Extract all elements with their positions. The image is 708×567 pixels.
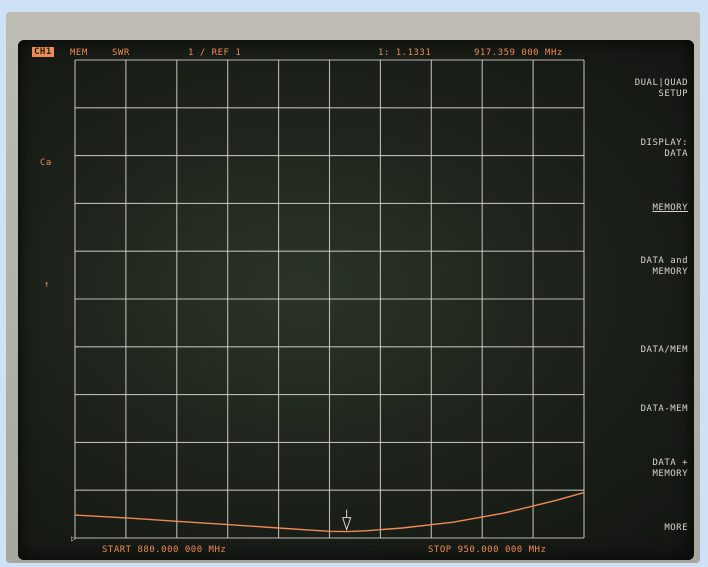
softkey-memory[interactable]: MEMORY: [652, 203, 688, 214]
softkey-more[interactable]: MORE: [664, 523, 688, 534]
softkey-line: MEMORY: [652, 267, 688, 277]
softkey-display-data[interactable]: DISPLAY: DATA: [641, 138, 688, 160]
softkey-line: DATA: [664, 149, 688, 159]
softkey-line: MEMORY: [652, 203, 688, 213]
softkey-line: MORE: [664, 523, 688, 533]
channel-indicator[interactable]: CH1: [32, 47, 54, 57]
softkey-data-and-memory[interactable]: DATA and MEMORY: [641, 256, 688, 278]
softkey-line: DISPLAY:: [640, 138, 688, 148]
softkey-data-div-mem[interactable]: DATA/MEM: [641, 345, 688, 356]
softkey-line: DUAL|QUAD: [634, 78, 688, 88]
softkey-line: SETUP: [658, 89, 688, 99]
start-frequency: START 880.000 000 MHz: [102, 545, 227, 555]
scale-ref-label: 1 / REF 1: [188, 48, 242, 58]
softkey-line: DATA/MEM: [640, 345, 688, 355]
softkey-dual-quad-setup[interactable]: DUAL|QUAD SETUP: [635, 78, 688, 100]
softkey-line: DATA and: [640, 256, 688, 266]
swr-trace: [74, 491, 585, 533]
softkey-data-plus-memory[interactable]: DATA + MEMORY: [652, 458, 688, 480]
swr-plot: ▷: [71, 59, 585, 543]
softkey-line: DATA +: [652, 458, 688, 468]
mem-indicator: MEM: [70, 48, 88, 58]
reference-marker: ▷: [71, 534, 76, 543]
softkey-data-minus-mem[interactable]: DATA-MEM: [641, 404, 688, 415]
stop-frequency: STOP 950.000 000 MHz: [428, 545, 547, 555]
marker-1-symbol: [341, 517, 352, 532]
instrument-bezel: CH1 MEM SWR 1 / REF 1 1: 1.1331 917.359 …: [6, 12, 700, 563]
arrow-annotation: ↑: [44, 280, 50, 290]
marker-frequency: 917.359 000 MHz: [474, 48, 563, 58]
cal-annotation: Ca: [40, 158, 52, 168]
marker-value: 1: 1.1331: [378, 48, 432, 58]
softkey-line: MEMORY: [652, 469, 688, 479]
analyzer-screen: CH1 MEM SWR 1 / REF 1 1: 1.1331 917.359 …: [18, 40, 694, 560]
softkey-line: DATA-MEM: [640, 404, 688, 414]
format-label: SWR: [112, 48, 130, 58]
